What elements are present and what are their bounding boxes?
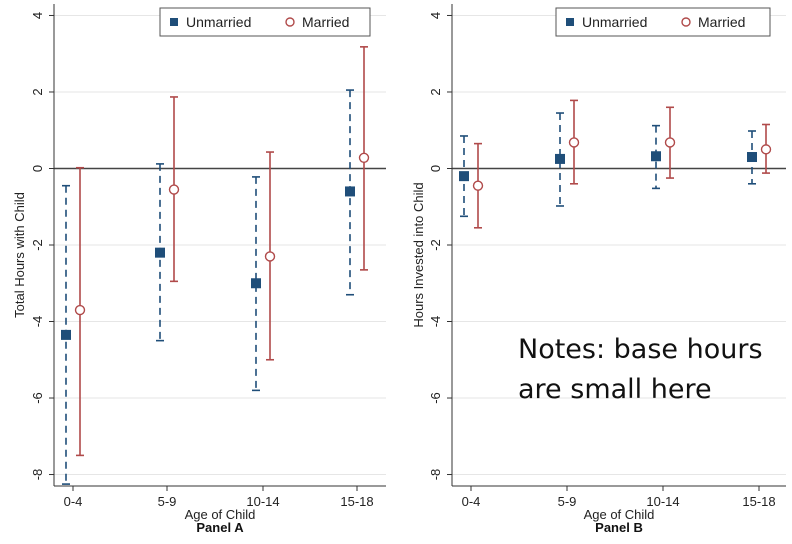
legend-box	[555, 7, 771, 37]
y-tick-label: 0	[428, 165, 443, 172]
legend-marker-married	[285, 17, 295, 27]
y-tick-label: 2	[428, 88, 443, 95]
data-point-unmarried	[345, 186, 355, 197]
y-tick-label: 4	[30, 12, 45, 19]
y-tick-label: -8	[428, 469, 443, 481]
y-axis-label: Total Hours with Child	[12, 192, 27, 318]
x-tick-label: 0-4	[462, 494, 481, 509]
data-point-married	[568, 137, 580, 148]
y-tick-label: -2	[428, 239, 443, 251]
data-point-unmarried	[61, 329, 71, 340]
y-tick-label: -2	[30, 239, 45, 251]
legend-label-unmarried: Unmarried	[186, 14, 251, 30]
y-tick-label: -6	[30, 392, 45, 404]
panel-label: Panel B	[595, 520, 643, 535]
notes-line-2: are small here	[518, 374, 712, 405]
legend: Unmarried Married	[555, 7, 771, 37]
x-tick-label: 5-9	[558, 494, 577, 509]
legend-label-married: Married	[698, 14, 745, 30]
panel-a: 4 2 0 -2 -4 -6 -8 0-4 5-9 10-14 15-18 Age of ChildP…	[12, 4, 386, 535]
legend-label-married: Married	[302, 14, 349, 30]
data-point-married	[264, 251, 276, 262]
x-axis-label: Age of Child	[185, 507, 256, 522]
y-tick-label: 2	[30, 88, 45, 95]
data-point-unmarried	[747, 152, 757, 163]
x-tick-label: 10-14	[246, 494, 279, 509]
legend-marker-unmarried	[170, 18, 178, 26]
data-point-unmarried	[155, 247, 165, 258]
data-point-married	[664, 137, 676, 148]
legend-label-unmarried: Unmarried	[582, 14, 647, 30]
legend-marker-married	[681, 17, 691, 27]
panel-b: 4 2 0 -2 -4 -6 -8 0-4 5-9 10-14 15-18 Age of ChildP…	[411, 4, 786, 535]
data-point-married	[472, 180, 484, 191]
data-point-unmarried	[555, 153, 565, 164]
legend: Unmarried Married	[159, 7, 371, 37]
x-tick-label: 5-9	[158, 494, 177, 509]
data-point-unmarried	[251, 278, 261, 289]
data-point-married	[760, 144, 772, 155]
data-point-married	[74, 304, 86, 316]
y-tick-label: -4	[428, 316, 443, 328]
y-axis-label: Hours Invested into Child	[411, 182, 426, 327]
notes-annotation: Notes: base hours are small here	[518, 330, 790, 410]
data-point-married	[168, 184, 180, 195]
panel-label: Panel A	[196, 520, 244, 535]
y-tick-label: -8	[30, 469, 45, 481]
x-tick-label: 15-18	[340, 494, 373, 509]
notes-line-1: Notes: base hours	[518, 334, 763, 365]
x-tick-label: 15-18	[742, 494, 775, 509]
y-tick-label: -6	[428, 392, 443, 404]
data-point-married	[358, 152, 370, 163]
legend-box	[159, 7, 371, 37]
data-point-unmarried	[459, 171, 469, 182]
x-tick-label: 10-14	[646, 494, 679, 509]
x-axis-label: Age of Child	[584, 507, 655, 522]
y-tick-label: -4	[30, 316, 45, 328]
legend-marker-unmarried	[566, 18, 574, 26]
data-point-unmarried	[651, 151, 661, 162]
y-tick-label: 0	[30, 165, 45, 172]
y-tick-label: 4	[428, 12, 443, 19]
x-tick-label: 0-4	[64, 494, 83, 509]
